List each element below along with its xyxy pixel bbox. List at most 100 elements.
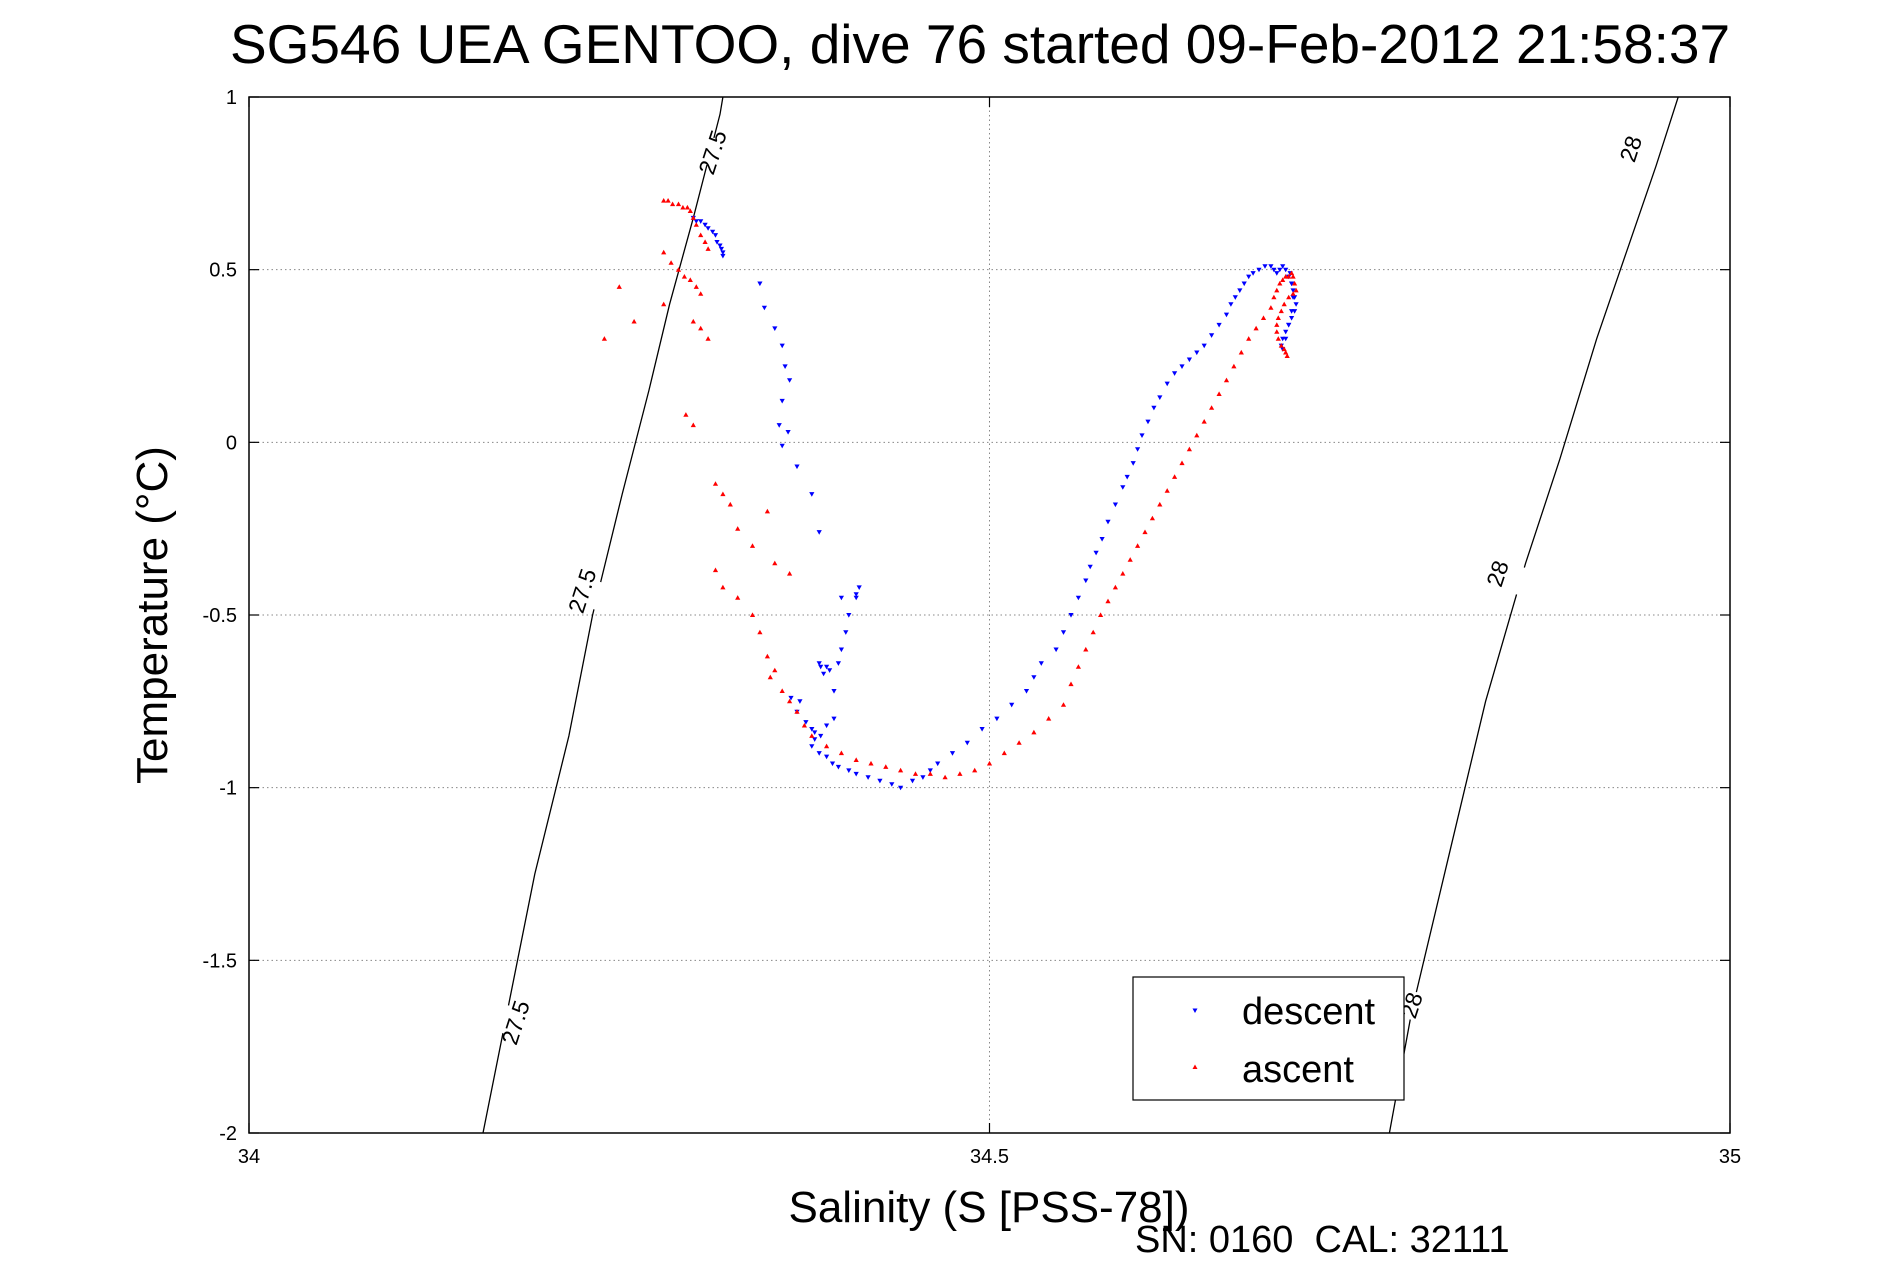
legend-descent-marker — [1192, 1008, 1198, 1013]
descent-point — [853, 592, 859, 597]
ascent-point — [787, 571, 793, 576]
descent-point — [812, 730, 818, 735]
descent-point — [1209, 333, 1215, 338]
descent-point — [835, 764, 841, 770]
ascent-point — [1280, 277, 1286, 282]
descent-point — [1280, 264, 1286, 269]
ascent-point — [601, 336, 607, 341]
descent-point — [909, 778, 916, 784]
ascent-point — [1238, 349, 1244, 355]
descent-point — [779, 398, 785, 404]
ascent-point — [661, 301, 667, 307]
descent-point — [838, 595, 844, 601]
descent-point — [757, 281, 763, 287]
y-tick-label: 0.5 — [209, 260, 237, 282]
descent-point — [994, 716, 1000, 722]
descent-point — [824, 754, 830, 760]
descent-point — [788, 695, 794, 701]
ascent-point — [684, 204, 690, 210]
ascent-point — [764, 653, 770, 659]
x-axis-label: Salinity (S [PSS-78]) — [788, 1183, 1189, 1232]
ascent-point — [1278, 308, 1284, 314]
descent-point — [782, 364, 788, 369]
ascent-point — [942, 774, 948, 780]
ascent-point — [1275, 315, 1281, 320]
descent-point — [1164, 381, 1170, 387]
descent-point — [843, 630, 849, 635]
ascent-point — [764, 508, 770, 514]
descent-point — [1293, 302, 1299, 307]
ascent-point — [712, 481, 719, 486]
ascent-point — [1293, 287, 1299, 293]
descent-point — [1172, 371, 1178, 376]
descent-point — [818, 664, 824, 670]
descent-point — [1105, 519, 1111, 525]
ascent-point — [838, 750, 844, 756]
ascent-point — [1201, 419, 1207, 424]
ascent-point — [1284, 353, 1290, 358]
descent-point — [898, 785, 904, 791]
ascent-point — [698, 325, 704, 331]
y-tick-label: 1 — [226, 87, 237, 109]
ascent-point — [687, 208, 693, 213]
y-tick-label: -1.5 — [203, 950, 237, 972]
descent-point — [1112, 502, 1118, 508]
descent-point — [846, 768, 852, 773]
descent-point — [717, 243, 723, 249]
density-contour-line-27-5 — [482, 96, 724, 1134]
descent-point — [785, 430, 791, 435]
ascent-point — [749, 612, 756, 617]
ascent-point — [868, 760, 874, 766]
contour-label-background — [484, 1000, 547, 1045]
ascent-point — [801, 722, 807, 728]
descent-point — [1232, 295, 1238, 300]
ascent-point — [690, 422, 696, 428]
legend-ascent-marker — [1192, 1064, 1198, 1069]
legend-ascent-label: ascent — [1242, 1049, 1354, 1091]
descent-point — [927, 768, 933, 773]
y-axis-label: Temperature (°C) — [128, 446, 177, 784]
descent-point — [1087, 564, 1093, 570]
descent-point — [1135, 447, 1141, 452]
descent-point — [829, 761, 836, 767]
descent-point — [1031, 675, 1037, 680]
ascent-point — [1274, 329, 1280, 334]
descent-point — [1250, 271, 1256, 276]
ascent-point — [1290, 274, 1296, 279]
descent-point — [720, 250, 726, 255]
descent-point — [865, 775, 871, 780]
ascent-point — [690, 318, 696, 324]
ascent-point — [675, 267, 682, 272]
descent-point — [816, 530, 822, 535]
ascent-point — [927, 771, 933, 776]
y-tick-label: -2 — [219, 1123, 237, 1145]
legend-descent-label: descent — [1242, 991, 1376, 1033]
ascent-point — [1290, 291, 1296, 296]
ascent-point — [670, 201, 676, 207]
descent-point — [1157, 395, 1163, 400]
descent-point — [809, 492, 815, 497]
ascent-point — [1112, 584, 1118, 590]
descent-point — [812, 737, 818, 742]
ascent-point — [1271, 294, 1277, 300]
ascent-point — [1031, 729, 1037, 735]
ascent-point — [1186, 446, 1192, 452]
y-tick-label: -0.5 — [203, 605, 237, 627]
descent-point — [718, 246, 724, 252]
ascent-point — [665, 198, 671, 203]
ascent-point — [698, 232, 704, 238]
ascent-point — [661, 249, 667, 255]
ascent-point — [772, 560, 778, 566]
descent-point — [787, 378, 793, 383]
descent-point — [949, 751, 956, 756]
ascent-point — [824, 743, 830, 749]
descent-point — [1223, 312, 1230, 318]
descent-point — [824, 664, 830, 670]
descent-point — [853, 771, 859, 777]
descent-point — [779, 343, 785, 349]
ascent-point — [1260, 315, 1267, 320]
ascent-point — [1292, 280, 1298, 286]
descent-point — [824, 723, 830, 729]
ascent-point — [1216, 391, 1222, 396]
